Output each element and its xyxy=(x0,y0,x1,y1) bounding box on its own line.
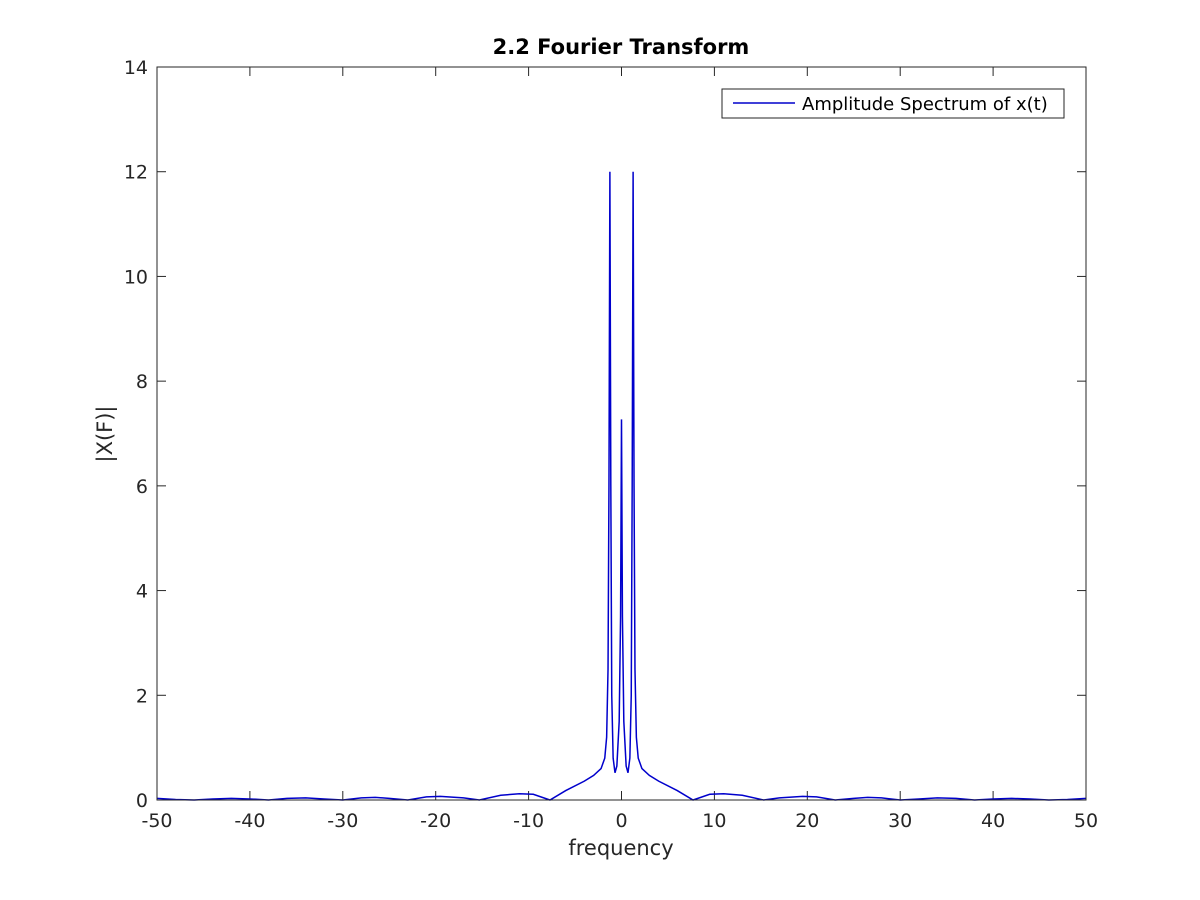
y-tick-label: 8 xyxy=(136,371,148,393)
x-tick-label: -40 xyxy=(234,810,265,832)
chart-title: 2.2 Fourier Transform xyxy=(493,35,750,59)
x-tick-label: 40 xyxy=(981,810,1005,832)
x-tick-label: 0 xyxy=(615,810,627,832)
plot-frame xyxy=(156,66,1087,801)
legend: Amplitude Spectrum of x(t) xyxy=(721,88,1065,119)
x-tick-label: 20 xyxy=(795,810,819,832)
y-tick-label: 2 xyxy=(136,685,148,707)
x-axis-label: frequency xyxy=(568,836,673,860)
y-axis-label: |X(F)| xyxy=(93,405,118,462)
x-tick-label: 10 xyxy=(702,810,726,832)
x-tick-label: -50 xyxy=(141,810,172,832)
x-tick-label: -10 xyxy=(513,810,544,832)
x-tick-label: 30 xyxy=(888,810,912,832)
series-line-amplitude xyxy=(156,171,1087,801)
x-tick-label: -20 xyxy=(420,810,451,832)
x-tick-label: 50 xyxy=(1074,810,1098,832)
y-tick-label: 10 xyxy=(124,266,148,288)
legend-label: Amplitude Spectrum of x(t) xyxy=(802,94,1048,115)
y-tick-label: 12 xyxy=(124,162,148,184)
x-tick-label: -30 xyxy=(327,810,358,832)
axis-tick-labels: -50 -40 -30 -20 -10 0 10 20 30 40 50 0 2 4 6 8 10 12 14 xyxy=(124,57,1098,832)
y-tick-label: 6 xyxy=(136,476,148,498)
y-tick-label: 0 xyxy=(136,790,148,812)
axis-ticks xyxy=(156,66,1087,801)
y-tick-label: 14 xyxy=(124,57,148,79)
y-tick-label: 4 xyxy=(136,581,148,603)
